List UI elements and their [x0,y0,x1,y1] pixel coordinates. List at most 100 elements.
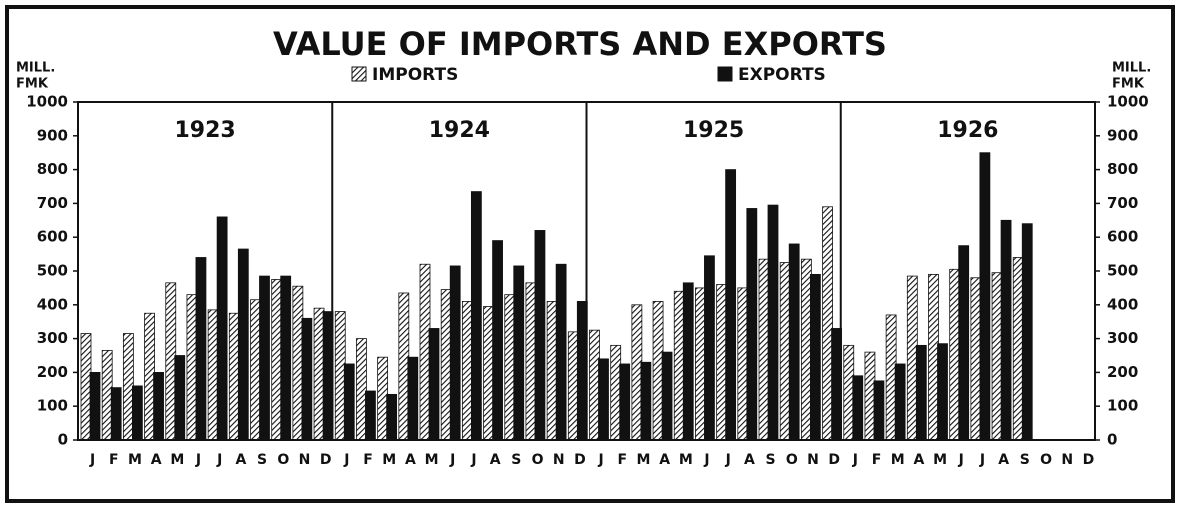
bar [767,204,779,441]
bar [237,248,249,441]
x-tick-label: M [679,452,693,468]
bar [991,272,1003,441]
y-tick-label: 1000 [26,93,68,111]
bar [292,285,304,441]
y-tick-label: 800 [37,160,68,178]
x-tick-label: A [151,452,162,468]
x-tick-label: D [828,452,840,468]
y-tick-label: 600 [37,228,68,246]
bar [779,262,791,441]
y-label: MILL. [16,61,55,76]
bar [440,289,452,441]
y-tick-label: 300 [1107,329,1138,347]
x-tick-label: N [553,452,565,468]
x-tick-label: A [998,452,1009,468]
x-tick-label: A [913,452,924,468]
bar [144,312,155,441]
x-tick-label: A [235,452,246,468]
bar [673,290,685,441]
bar [377,356,389,441]
bar [619,363,631,441]
bar [852,375,864,441]
y-label: MILL. [1112,61,1151,76]
x-tick-label: A [490,452,501,468]
panel-title: 1926 [937,118,998,143]
x-tick-label: O [1040,452,1052,468]
bar [640,361,652,441]
bar [1021,223,1033,441]
bar [958,245,970,441]
bar [589,329,600,441]
bar [195,257,207,441]
x-tick-label: F [872,452,882,468]
bar [407,356,419,441]
bar [809,273,821,441]
bar [906,275,918,441]
bar [746,208,758,441]
bar [576,301,588,441]
bar [513,265,525,441]
bar [174,355,186,441]
x-tick-label: J [470,452,476,468]
x-tick-label: D [1083,452,1095,468]
bar [864,351,876,441]
bar [661,351,673,441]
bar [228,312,240,441]
y-tick-label: 200 [37,363,68,381]
x-tick-label: N [807,452,819,468]
y-tick-label: 900 [1107,126,1138,144]
bar [470,191,482,441]
bar [1000,219,1012,441]
x-tick-label: J [597,452,603,468]
x-tick-label: J [979,452,985,468]
bar [758,258,770,441]
y-tick-label: 100 [1107,397,1138,415]
x-tick-label: M [933,452,947,468]
bar [271,279,283,441]
bar [704,255,715,441]
x-tick-label: O [532,452,544,468]
x-tick-label: D [574,452,586,468]
bar [398,292,410,441]
x-tick-label: S [511,452,521,468]
bar [216,216,228,441]
y-tick-label: 1000 [1107,93,1149,111]
bar [822,206,833,441]
chart-title: VALUE OF IMPORTS AND EXPORTS [273,25,887,63]
panel-title: 1924 [429,118,490,143]
bar [165,282,177,441]
bar [322,311,334,441]
bar [301,317,313,441]
x-tick-label: S [766,452,776,468]
bar [259,275,270,441]
bar [800,258,812,441]
y-tick-label: 500 [37,262,68,280]
bar [652,301,664,441]
plot-frame [77,101,1096,441]
bar [110,387,122,441]
x-tick-label: M [170,452,184,468]
y-tick-label: 500 [1107,262,1138,280]
legend-label: EXPORTS [738,65,826,85]
x-tick-label: N [299,452,311,468]
x-tick-label: J [89,452,95,468]
x-tick-label: J [449,452,455,468]
x-tick-label: M [128,452,142,468]
x-tick-label: M [891,452,905,468]
y-tick-label: 300 [37,329,68,347]
x-tick-label: J [216,452,222,468]
y-tick-label: 0 [1107,431,1117,449]
x-tick-label: M [425,452,439,468]
y-tick-label: 400 [1107,295,1138,313]
bar [567,331,579,441]
x-tick-label: J [852,452,858,468]
bar [386,393,398,441]
x-tick-label: S [257,452,267,468]
x-tick-label: D [320,452,332,468]
bar [555,263,567,441]
bar [598,358,609,441]
x-tick-label: A [659,452,670,468]
bar [80,333,92,441]
x-tick-label: N [1061,452,1073,468]
